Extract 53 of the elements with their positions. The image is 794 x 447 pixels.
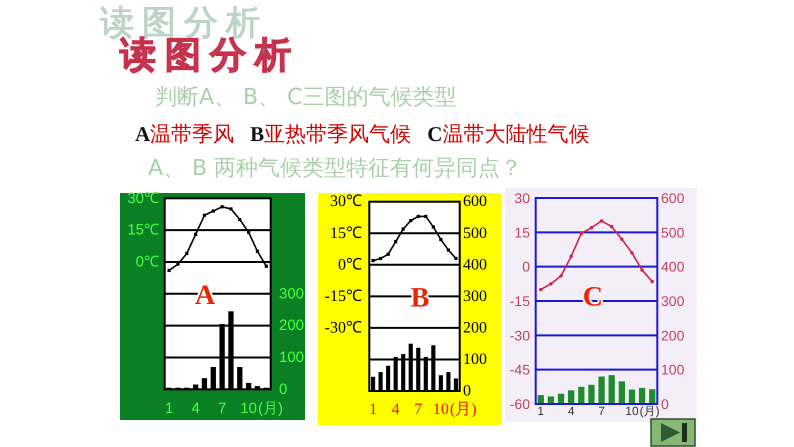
y2-tick-label: 100 bbox=[279, 348, 304, 366]
y-tick-label: 15℃ bbox=[330, 224, 362, 242]
y2-tick-label: 600 bbox=[661, 190, 684, 206]
y-tick-label: 15℃ bbox=[127, 222, 159, 239]
annotation: A温带季风 bbox=[135, 122, 234, 146]
x-tick-label: 1 bbox=[164, 400, 174, 417]
x-axis-title: (月) bbox=[450, 401, 477, 418]
y-tick-label: -30℃ bbox=[324, 319, 362, 336]
x-axis-title: (月) bbox=[258, 400, 283, 417]
y2-tick-label: 0 bbox=[661, 396, 669, 412]
y2-tick-label: 300 bbox=[661, 293, 684, 309]
y-tick-label: -15 bbox=[510, 293, 530, 309]
y-tick-label: 30 bbox=[514, 190, 530, 206]
y-tick-label: 15 bbox=[514, 224, 530, 240]
y2-tick-label: 0 bbox=[463, 382, 471, 400]
y2-tick-label: 200 bbox=[279, 317, 304, 334]
y-tick-label: 0℃ bbox=[338, 256, 362, 274]
x-tick-label: 4 bbox=[568, 404, 574, 418]
y-tick-label: -60 bbox=[510, 396, 530, 412]
x-tick-label: 4 bbox=[191, 400, 200, 417]
y2-tick-label: 100 bbox=[463, 350, 487, 368]
x-tick-label: 1 bbox=[369, 401, 378, 418]
x-tick-label: 7 bbox=[598, 404, 605, 418]
annotation: 判断A、 B、 C三图的气候类型 bbox=[155, 85, 456, 110]
y2-tick-label: 300 bbox=[279, 285, 304, 302]
y2-tick-label: 600 bbox=[463, 193, 487, 210]
y2-tick-label: 200 bbox=[661, 327, 684, 344]
y2-tick-label: 400 bbox=[463, 256, 487, 274]
y2-tick-label: 500 bbox=[463, 224, 487, 242]
y-tick-label: -15℃ bbox=[324, 288, 362, 305]
x-tick-label: 10 bbox=[625, 404, 639, 418]
y-tick-label: 30℃ bbox=[127, 190, 159, 207]
x-tick-label: 1 bbox=[537, 404, 544, 418]
y-tick-label: -45 bbox=[510, 362, 530, 378]
x-tick-label: 7 bbox=[218, 400, 226, 417]
y-tick-label: -30 bbox=[510, 327, 530, 344]
x-tick-label: 4 bbox=[392, 401, 400, 418]
x-tick-label: 7 bbox=[414, 401, 422, 418]
annotation: B亚热带季风气候 bbox=[250, 122, 412, 146]
y2-tick-label: 500 bbox=[661, 224, 684, 240]
y2-tick-label: 0 bbox=[279, 380, 288, 398]
x-tick-label: 10 bbox=[432, 401, 449, 418]
y2-tick-label: 100 bbox=[661, 362, 684, 378]
annotation: A、 B 两种气候类型特征有何异同点？ bbox=[148, 156, 522, 181]
x-axis-title: (月) bbox=[640, 404, 660, 418]
annotation: C温带大陆性气候 bbox=[427, 122, 590, 146]
y-tick-label: 0 bbox=[522, 258, 530, 275]
y-tick-label: 30℃ bbox=[330, 193, 362, 210]
y2-tick-label: 400 bbox=[661, 258, 684, 275]
y2-tick-label: 200 bbox=[463, 319, 487, 336]
x-tick-label: 10 bbox=[240, 400, 257, 417]
y2-tick-label: 300 bbox=[463, 288, 487, 305]
y-tick-label: 0℃ bbox=[136, 253, 159, 270]
